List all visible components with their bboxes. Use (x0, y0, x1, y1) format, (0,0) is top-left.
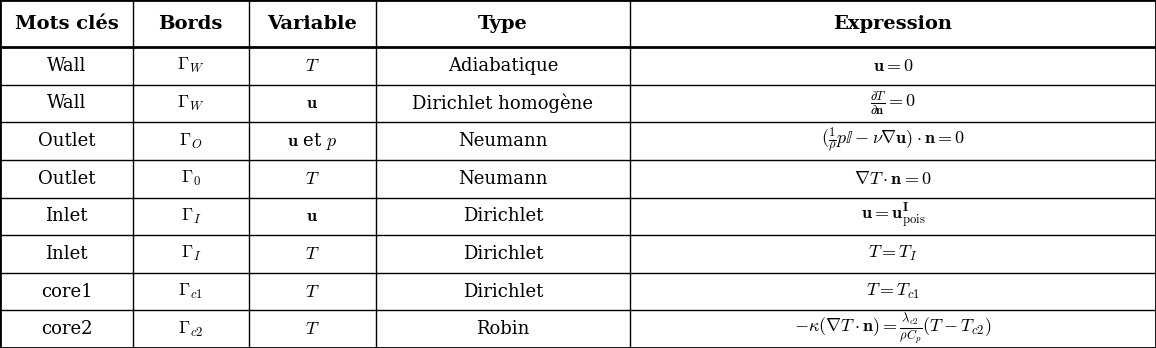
Text: Dirichlet: Dirichlet (462, 283, 543, 301)
Text: $T$: $T$ (305, 57, 319, 75)
Text: Inlet: Inlet (45, 207, 88, 225)
Text: Outlet: Outlet (38, 132, 95, 150)
Text: Mots clés: Mots clés (15, 15, 118, 32)
Text: $\Gamma_W$: $\Gamma_W$ (177, 56, 205, 76)
Text: $T$: $T$ (305, 320, 319, 338)
Text: $\mathbf{u} = 0$: $\mathbf{u} = 0$ (873, 57, 913, 75)
Text: $\frac{\partial T}{\partial \mathbf{n}} = 0$: $\frac{\partial T}{\partial \mathbf{n}} … (869, 90, 917, 117)
Text: $\nabla T \cdot \mathbf{n} = 0$: $\nabla T \cdot \mathbf{n} = 0$ (854, 170, 932, 188)
Text: Type: Type (477, 15, 528, 32)
Text: Bords: Bords (158, 15, 223, 32)
Text: $\Gamma_O$: $\Gamma_O$ (179, 132, 202, 151)
Text: $T$: $T$ (305, 283, 319, 301)
Text: Neumann: Neumann (458, 132, 548, 150)
Text: $\Gamma_I$: $\Gamma_I$ (180, 207, 201, 226)
Text: $\Gamma_{c2}$: $\Gamma_{c2}$ (178, 320, 203, 339)
Text: Variable: Variable (267, 15, 357, 32)
Text: $T$: $T$ (305, 170, 319, 188)
Text: $(\frac{1}{\rho}p\mathbb{I} - \nu\nabla\mathbf{u}) \cdot \mathbf{n} = 0$: $(\frac{1}{\rho}p\mathbb{I} - \nu\nabla\… (821, 127, 965, 155)
Text: $T = T_{c1}$: $T = T_{c1}$ (866, 282, 920, 301)
Text: Robin: Robin (476, 320, 529, 338)
Text: Expression: Expression (833, 15, 953, 32)
Text: core2: core2 (40, 320, 92, 338)
Text: $\Gamma_0$: $\Gamma_0$ (180, 169, 201, 188)
Text: $\mathbf{u}$: $\mathbf{u}$ (306, 207, 318, 225)
Text: Inlet: Inlet (45, 245, 88, 263)
Text: Adiabatique: Adiabatique (447, 57, 558, 75)
Text: $\Gamma_{c1}$: $\Gamma_{c1}$ (178, 282, 203, 301)
Text: Dirichlet homogène: Dirichlet homogène (413, 94, 593, 113)
Text: $\mathbf{u} = \mathbf{u}^\mathbf{I}_{\mathrm{pois}}$: $\mathbf{u} = \mathbf{u}^\mathbf{I}_{\ma… (861, 202, 925, 231)
Text: $\Gamma_I$: $\Gamma_I$ (180, 244, 201, 263)
Text: $\mathbf{u}$ et $p$: $\mathbf{u}$ et $p$ (287, 130, 338, 152)
Text: $T = T_I$: $T = T_I$ (868, 244, 918, 263)
Text: $T$: $T$ (305, 245, 319, 263)
Text: Dirichlet: Dirichlet (462, 245, 543, 263)
Text: $-\kappa(\nabla T \cdot \mathbf{n}) = \frac{\lambda_{c2}}{\rho C_p}(T - T_{c2})$: $-\kappa(\nabla T \cdot \mathbf{n}) = \f… (794, 311, 992, 347)
Text: core1: core1 (40, 283, 92, 301)
Text: Wall: Wall (46, 94, 87, 112)
Text: $\mathbf{u}$: $\mathbf{u}$ (306, 94, 318, 112)
Text: $\Gamma_W$: $\Gamma_W$ (177, 94, 205, 113)
Text: Wall: Wall (46, 57, 87, 75)
Text: Outlet: Outlet (38, 170, 95, 188)
Text: Dirichlet: Dirichlet (462, 207, 543, 225)
Text: Neumann: Neumann (458, 170, 548, 188)
